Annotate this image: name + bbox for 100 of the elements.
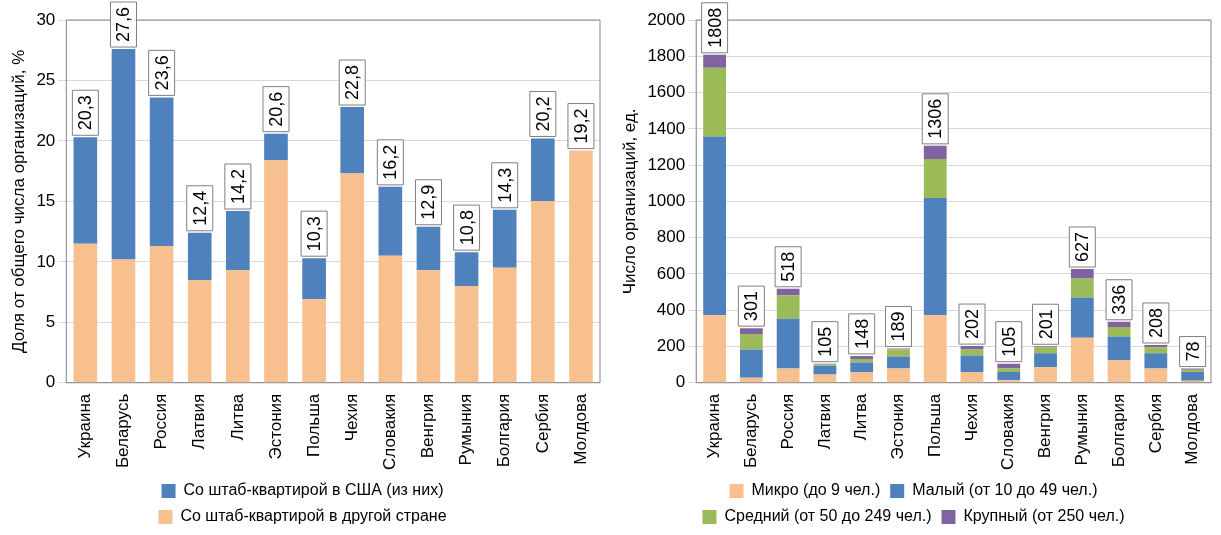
total-label: 518	[778, 251, 799, 282]
y-tick-label: 0	[675, 372, 686, 392]
y-tick-label: 1000	[647, 191, 686, 211]
y-tick-label: 2000	[647, 9, 686, 29]
bar	[850, 372, 874, 383]
bar	[1070, 269, 1094, 279]
total-label: 1808	[704, 7, 725, 48]
bar	[923, 315, 947, 383]
bar	[739, 349, 763, 378]
bar	[378, 186, 403, 256]
x-tick-label: Словакия	[380, 393, 400, 471]
bar	[340, 107, 365, 174]
total-label: 148	[851, 318, 872, 349]
bar	[73, 243, 98, 383]
y-tick-label: 200	[656, 336, 686, 356]
y-axis-title: Число организаций, ед.	[619, 108, 639, 295]
x-tick-label: Латвия	[189, 393, 209, 450]
bar	[454, 286, 479, 383]
bar	[887, 368, 910, 383]
bar	[149, 246, 174, 383]
bar	[997, 372, 1021, 381]
bar	[850, 358, 874, 363]
bar	[1070, 297, 1094, 338]
total-label: 201	[1035, 309, 1056, 340]
y-tick-label: 0	[45, 372, 56, 392]
bar	[923, 198, 947, 316]
bar	[111, 259, 136, 383]
x-tick-label: Молдова	[1182, 393, 1202, 465]
bar	[850, 362, 874, 373]
y-tick-label: 1600	[647, 82, 686, 102]
bar	[960, 349, 984, 356]
y-tick-label: 30	[36, 9, 56, 29]
bar	[378, 255, 403, 383]
bar	[111, 49, 136, 260]
bar	[776, 318, 800, 369]
x-tick-label: Украина	[704, 393, 724, 459]
x-tick-label: Беларусь	[741, 393, 761, 469]
y-tick-label: 15	[36, 191, 56, 211]
legend-label: Малый (от 10 до 49 чел.)	[912, 481, 1098, 499]
total-label: 301	[741, 291, 762, 322]
bar	[776, 288, 800, 296]
x-tick-label: Румыния	[456, 393, 476, 466]
x-tick-label: Россия	[151, 393, 171, 450]
bar	[1034, 367, 1057, 383]
bar	[492, 209, 517, 268]
bar	[340, 173, 365, 383]
total-label: 189	[888, 311, 909, 342]
bar	[960, 355, 984, 373]
total-label: 14,3	[494, 167, 515, 203]
x-tick-label: Молдова	[570, 393, 590, 465]
y-tick-label: 800	[656, 227, 686, 247]
total-label: 202	[961, 309, 982, 340]
x-tick-label: Чехия	[961, 393, 981, 442]
x-tick-label: Румыния	[1071, 393, 1091, 466]
x-tick-label: Эстония	[888, 393, 908, 460]
bar	[703, 315, 726, 383]
bar	[531, 201, 555, 383]
x-tick-label: Литва	[851, 393, 871, 441]
bar	[703, 54, 726, 68]
bar	[1144, 353, 1168, 369]
x-tick-label: Венгрия	[418, 393, 438, 459]
bar	[923, 158, 947, 199]
bar	[776, 368, 800, 383]
y-tick-label: 1400	[647, 118, 686, 138]
bar	[776, 295, 800, 319]
bar	[1107, 327, 1131, 337]
bar	[1144, 368, 1168, 383]
x-tick-label: Болгария	[494, 393, 514, 468]
y-tick-label: 1800	[647, 45, 686, 65]
legend-label: Со штаб-квартирой в другой стране	[180, 507, 447, 525]
bar	[226, 270, 250, 383]
y-tick-label: 600	[656, 263, 686, 283]
x-tick-label: Беларусь	[113, 393, 133, 469]
bar	[960, 346, 984, 350]
total-label: 20,2	[532, 96, 553, 132]
total-label: 10,3	[304, 216, 325, 252]
bar	[416, 270, 441, 383]
bar	[569, 150, 593, 383]
bar	[149, 97, 174, 247]
bar	[187, 279, 212, 383]
x-tick-label: Эстония	[265, 393, 285, 460]
x-tick-label: Словакия	[998, 393, 1018, 471]
total-label: 14,2	[227, 168, 248, 205]
x-tick-label: Польша	[303, 393, 323, 457]
bar	[703, 67, 726, 137]
total-label: 208	[1145, 307, 1166, 339]
bar	[887, 349, 910, 357]
bar	[739, 334, 763, 350]
total-label: 1306	[925, 98, 946, 139]
total-label: 23,6	[151, 55, 172, 91]
total-label: 12,9	[418, 184, 439, 220]
bar	[703, 136, 726, 316]
bar	[813, 374, 837, 383]
bar	[416, 226, 441, 271]
bar	[1070, 337, 1094, 383]
bar	[1107, 336, 1131, 361]
bar	[923, 145, 947, 159]
legend-label: Со штаб-квартирой в США (из них)	[183, 481, 444, 499]
bar	[302, 299, 326, 383]
bar	[1181, 372, 1205, 381]
